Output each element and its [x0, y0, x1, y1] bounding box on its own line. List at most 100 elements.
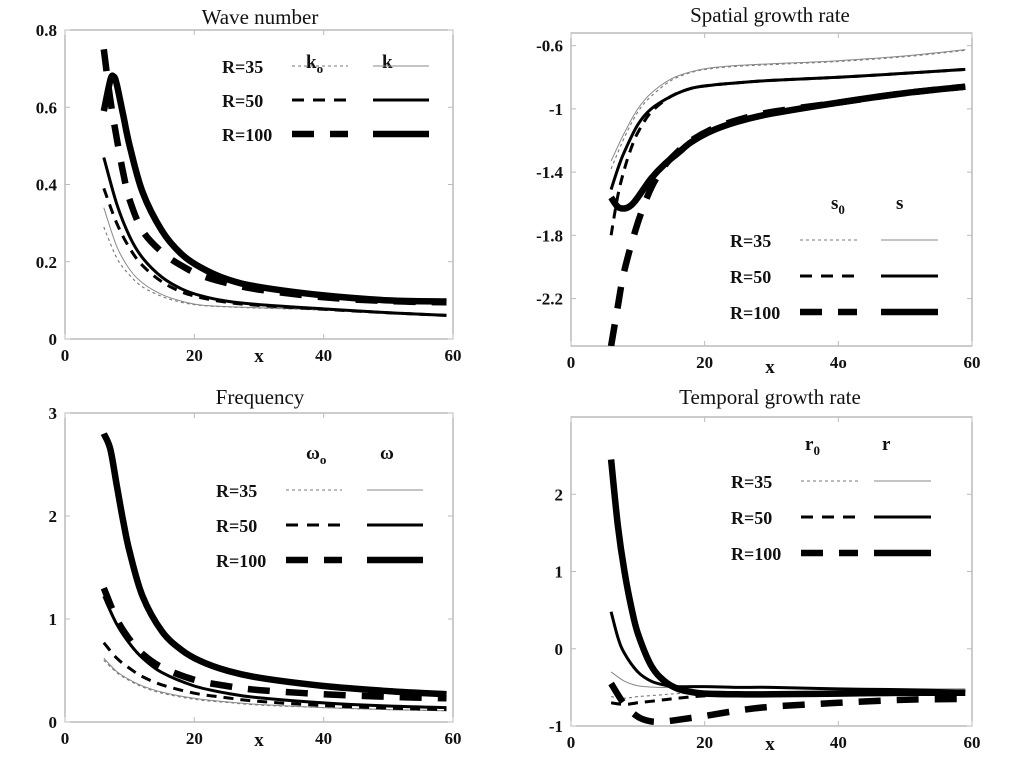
- y-tick-label: 0.6: [36, 98, 57, 117]
- legend-label: R=100: [216, 551, 266, 571]
- legend-column-head: r: [882, 434, 891, 455]
- plot-frame: [570, 416, 973, 727]
- legend-column-head: s: [896, 193, 903, 214]
- y-tick-label: 0: [555, 640, 564, 659]
- legend-column-head: ωo: [306, 443, 326, 467]
- x-axis-label: x: [254, 346, 264, 367]
- x-tick-label: 20: [186, 729, 203, 748]
- legend-head-symbol: k: [306, 52, 317, 73]
- x-axis-label: x: [254, 730, 264, 751]
- series-line-dashed-r100: [100, 586, 447, 702]
- series-line-dashed-r50: [102, 641, 447, 712]
- legend-label: R=35: [222, 57, 263, 77]
- x-tick-label: 40: [830, 733, 847, 752]
- y-tick-label: -1: [549, 717, 563, 736]
- y-tick-label: 3: [49, 404, 58, 423]
- series-line-solid-r50: [102, 157, 447, 317]
- legend-column-head: k: [382, 52, 393, 73]
- legend-column-head: s0: [831, 193, 845, 217]
- x-tick-label: 4o: [830, 353, 847, 372]
- y-tick-label: 0: [49, 330, 58, 349]
- legend-column-head: ko: [306, 52, 323, 76]
- legend-head-symbol: ω: [306, 443, 320, 464]
- legend-column-head: r0: [805, 434, 820, 458]
- x-tick-label: 20: [696, 353, 713, 372]
- series-group: [100, 432, 447, 712]
- series-line-dashed-r100: [607, 83, 966, 346]
- y-tick-label: -1: [549, 100, 563, 119]
- legend-head-subscript: o: [320, 452, 327, 467]
- y-tick-label: -1.8: [536, 226, 563, 245]
- series-line-dashed-r50: [102, 187, 447, 317]
- y-tick-label: 0: [49, 713, 58, 732]
- legend-label: R=35: [730, 231, 771, 251]
- x-axis-label: x: [765, 734, 775, 755]
- legend-column-head: ω: [380, 443, 394, 464]
- legend-label: R=50: [222, 91, 263, 111]
- legend-label: R=100: [731, 544, 781, 564]
- x-tick-label: 60: [445, 346, 462, 365]
- panel-title: Frequency: [216, 385, 305, 409]
- legend-head-symbol: k: [382, 52, 393, 73]
- panel-spatial-growth-rate: Spatial growth rate -2.2 -1.8 -1.4 -1 -0.6 0 2…: [536, 3, 980, 378]
- x-tick-label: 40: [315, 729, 332, 748]
- series-group: [100, 48, 447, 317]
- series-line-dashed-r100: [100, 48, 447, 306]
- legend-head-subscript: 0: [838, 202, 845, 217]
- x-tick-label: 60: [445, 729, 462, 748]
- y-tick-label: 2: [49, 507, 58, 526]
- x-tick-label: 20: [186, 346, 203, 365]
- legend: ko kR=35R=50R=100: [222, 52, 429, 145]
- series-line-solid-r35: [610, 49, 966, 162]
- x-tick-label: 0: [61, 729, 70, 748]
- x-tick-label: 20: [696, 733, 713, 752]
- series-line-solid-r100: [100, 432, 447, 698]
- plot-frame: [64, 412, 454, 723]
- panel-title: Wave number: [202, 5, 319, 29]
- x-tick-label: 60: [964, 733, 981, 752]
- y-tick-label: 0.2: [36, 253, 57, 272]
- y-tick-label: 0.4: [36, 176, 58, 195]
- legend: r0 rR=35R=50R=100: [731, 434, 931, 564]
- series-line-solid-r35: [103, 657, 447, 712]
- panel-title: Spatial growth rate: [690, 3, 850, 27]
- legend-head-symbol: r: [882, 434, 891, 455]
- y-tick-label: -2.2: [536, 290, 563, 309]
- legend: ωo ωR=35R=50R=100: [216, 443, 423, 571]
- x-tick-label: 40: [315, 346, 332, 365]
- series-line-solid-r100: [608, 83, 966, 212]
- legend-label: R=35: [216, 481, 257, 501]
- legend-head-symbol: s: [831, 193, 838, 214]
- panel-title: Temporal growth rate: [679, 385, 861, 409]
- series-line-solid-r100: [607, 459, 966, 698]
- series-line-dashed-r100: [608, 681, 966, 726]
- y-tick-label: 1: [49, 610, 58, 629]
- legend-label: R=100: [222, 125, 272, 145]
- legend-head-subscript: 0: [813, 443, 820, 458]
- legend-label: R=35: [731, 472, 772, 492]
- series-line-dashed-r35: [611, 690, 966, 699]
- legend: s0 sR=35R=50R=100: [730, 193, 938, 323]
- x-tick-label: 0: [567, 353, 576, 372]
- x-axis-label: x: [765, 357, 775, 378]
- y-tick-label: -0.6: [536, 37, 563, 56]
- y-tick-label: 2: [555, 485, 564, 504]
- y-tick-label: 1: [555, 563, 564, 582]
- series-group: [607, 459, 966, 726]
- legend-label: R=100: [730, 303, 780, 323]
- y-tick-label: -1.4: [536, 163, 563, 182]
- x-tick-label: 0: [61, 346, 70, 365]
- series-line-dashed-r35: [610, 49, 966, 170]
- x-tick-label: 0: [567, 733, 576, 752]
- x-tick-label: 60: [964, 353, 981, 372]
- series-line-solid-r50: [609, 67, 966, 190]
- legend-label: R=50: [731, 508, 772, 528]
- series-line-solid-r100: [100, 72, 447, 305]
- legend-head-symbol: s: [896, 193, 903, 214]
- plot-frame: [570, 32, 973, 347]
- legend-head-symbol: r: [805, 434, 814, 455]
- series-group: [607, 49, 966, 346]
